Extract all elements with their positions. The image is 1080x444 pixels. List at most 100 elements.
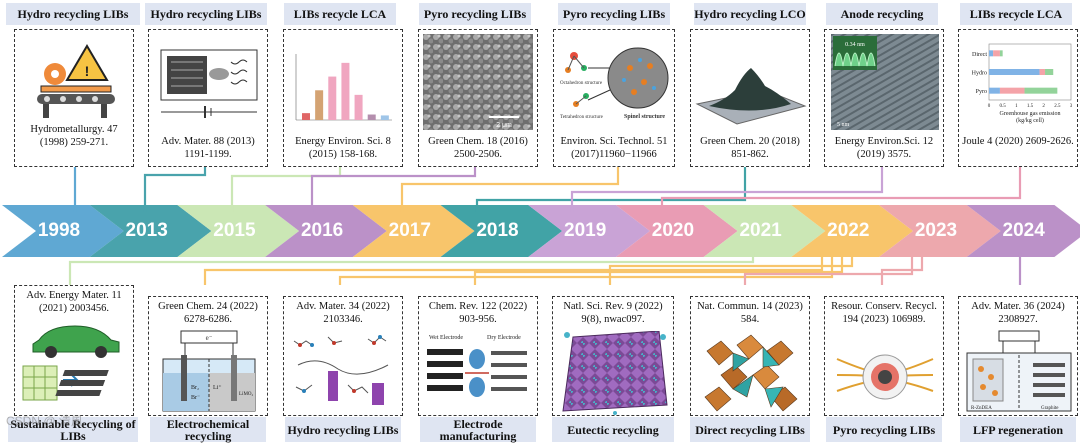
bottom-card-7: Resour. Conserv. Recycl. 194 (2023) 1069… (824, 296, 944, 416)
bottom-card-header-4: Electrode manufacturing (420, 417, 536, 442)
electrolysis-cell: e⁻ Br₂ Br⁻ Li⁺ LiMO₂ (162, 330, 256, 412)
molecular-scheme (293, 335, 389, 405)
ghg-xtick-0: 0 (988, 104, 991, 109)
bottom-card-header-3: Hydro recycling LIBs (285, 417, 401, 442)
connector-2015 (230, 167, 342, 212)
particle-treatment-diagram (836, 354, 934, 400)
connector-2021 (68, 252, 755, 285)
tem-lattice-image: 0.34 nm 5 nm (831, 34, 939, 130)
ghg-xlabel-line2: (kg/kg cell) (1016, 117, 1044, 124)
year-label-1998: 1998 (37, 220, 81, 241)
spinel-structure-diagram: Octahedron structure Tetrahedron structu… (560, 47, 669, 120)
ghg-bar-hydro-1 (989, 69, 1040, 75)
bottom-card-header-1: Sustainable Recycling of LIBs (8, 417, 138, 442)
bottom-card-5: Natl. Sci. Rev. 9 (2022) 9(8), nwac097. (552, 296, 674, 416)
ghg-bar-direct-3 (999, 50, 1003, 57)
bottom-card-citation-5: Natl. Sci. Rev. 9 (2022) 9(8), nwac097. (563, 301, 663, 325)
timeline-arrow-2021 (703, 205, 826, 257)
ghg-category-direct: Direct (972, 52, 987, 58)
timeline-arrow-2023 (879, 205, 1001, 257)
bottom-card-citation-4: Chem. Rev. 122 (2022) 903-956. (428, 301, 528, 325)
bottom-card-8: Adv. Mater. 36 (2024) 2308927. R-ZnDEA G… (958, 296, 1078, 416)
svg-text:!: ! (85, 63, 90, 79)
octahedron-label: Octahedron structure (560, 81, 603, 86)
bottom-card-header-6: Direct recycling LIBs (690, 417, 810, 442)
bottom-card-header-2: Electrochemical recycling (150, 417, 266, 442)
bottom-card-4: Chem. Rev. 122 (2022) 903-956. Wet Elect… (418, 296, 538, 416)
top-card-header-1: Hydro recycling LIBs (6, 3, 140, 25)
connector-2020 (660, 167, 1022, 212)
timeline-arrow-1998 (2, 205, 124, 257)
top-card-citation-2: Adv. Mater. 88 (2013) 1191-1199. (161, 136, 255, 160)
top-card-header-4: Pyro recycling LIBs (419, 3, 531, 25)
top-card-citation-6: Green Chem. 20 (2018) 851-862. (700, 136, 800, 160)
connector-2018 (475, 167, 747, 212)
year-label-2013: 2013 (125, 220, 168, 241)
surface-plot (695, 68, 807, 125)
timeline-arrow-2024 (966, 205, 1080, 257)
bottom-card-2: Green Chem. 24 (2022) 6278-6286. e⁻ Br₂ … (148, 296, 268, 416)
top-card-citation-7: Energy Environ.Sci. 12 (2019) 3575. (834, 136, 934, 160)
timeline-arrow-2020 (615, 205, 738, 257)
ghg-bar-direct-2 (993, 50, 1000, 57)
octahedral-crystal-structure (704, 334, 798, 412)
rzndea-label: R-ZnDEA (971, 406, 992, 411)
connector-2022a (203, 252, 824, 285)
wet-electrode-label: Wet Electrode (429, 335, 463, 341)
top-card-citation-4: Green Chem. 18 (2016) 2500-2506. (428, 136, 528, 160)
bottom-card-6: Nat. Commun. 14 (2023) 584. (690, 296, 810, 416)
timeline-arrow-2018 (440, 205, 563, 257)
bottom-card-citation-6: Nat. Commun. 14 (2023) 584. (697, 301, 803, 325)
year-label-2024: 2024 (1002, 220, 1045, 241)
top-card-header-7: Anode recycling (826, 3, 938, 25)
top-card-3: Energy Environ. Sci. 8 (2015) 158-168. (283, 29, 403, 167)
year-label-2021: 2021 (739, 220, 782, 241)
tem-scale-label: 5 nm (837, 122, 850, 128)
car-battery-illustration (22, 325, 120, 401)
ghg-xtick-5: 2.5 (1054, 104, 1061, 109)
year-label-2022: 2022 (827, 220, 870, 241)
connector-2022c (473, 252, 844, 285)
top-card-6: Green Chem. 20 (2018) 851-862. (690, 29, 810, 167)
sem-micrograph: 2 μm (423, 34, 533, 130)
year-label-2023: 2023 (914, 220, 958, 241)
lca-bar-3 (328, 76, 337, 120)
top-card-2: Adv. Mater. 88 (2013) 1191-1199. (148, 29, 268, 167)
bottom-card-citation-8: Adv. Mater. 36 (2024) 2308927. (971, 301, 1065, 325)
ghg-bar-hydro-3 (1045, 69, 1054, 75)
spinel-label: Spinel structure (624, 114, 665, 120)
ghg-category-hydro: Hydro (972, 71, 987, 77)
ghg-emission-bar-chart: Direct Hydro Pyro 0 0.5 1 1.5 2 2.5 3 Greenhouse g… (972, 43, 1073, 124)
timeline-arrow-2019 (528, 205, 650, 257)
dry-electrode-label: Dry Electrode (487, 335, 521, 341)
top-card-header-5: Pyro recycling LIBs (558, 3, 670, 25)
connector-2019 (570, 167, 884, 212)
timeline-arrow-2015 (177, 205, 300, 257)
year-label-2015: 2015 (213, 220, 256, 241)
tem-inset-label: 0.34 nm (845, 42, 865, 48)
bottom-card-1: Adv. Energy Mater. 11 (2021) 2003456. (14, 285, 134, 416)
factory-conveyor-warning-icon: ! (37, 44, 115, 118)
ghg-bar-direct-1 (989, 50, 994, 57)
connector-2016 (310, 167, 477, 212)
top-card-citation-8: Joule 4 (2020) 2609-2626. (962, 136, 1074, 147)
timeline-arrow-2016 (265, 205, 387, 257)
connector-2022d (608, 252, 854, 285)
lca-bar-1 (302, 113, 310, 120)
ghg-bar-pyro-3 (1024, 87, 1058, 94)
bottom-card-citation-3: Adv. Mater. 34 (2022) 2103346. (296, 301, 390, 325)
year-label-2016: 2016 (300, 220, 344, 241)
timeline-arrow-2013 (89, 205, 212, 257)
ghg-xtick-6: 3 (1070, 104, 1073, 109)
ghg-bar-pyro-1 (989, 87, 1000, 94)
ghg-bar-hydro-2 (1039, 69, 1046, 75)
bromine-label: Br₂ (191, 385, 199, 391)
top-card-citation-5: Environ. Sci. Technol. 51 (2017)11960−11… (560, 136, 668, 160)
timeline-arrow-2017 (352, 205, 475, 257)
year-label-2017: 2017 (388, 220, 431, 241)
lca-bar-6 (367, 114, 376, 120)
year-label-2019: 2019 (564, 220, 607, 241)
graphite-label: Graphite (1041, 406, 1059, 411)
